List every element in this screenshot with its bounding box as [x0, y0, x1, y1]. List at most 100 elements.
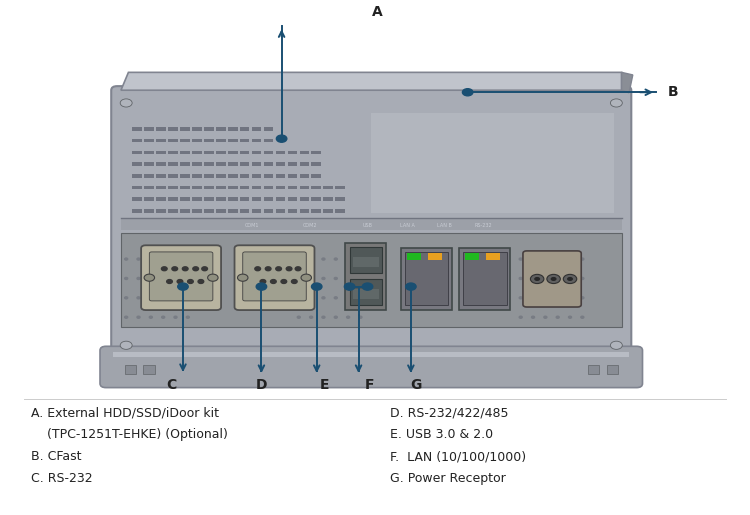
Bar — [240, 139, 250, 143]
Circle shape — [178, 283, 188, 290]
Bar — [264, 174, 274, 178]
Circle shape — [120, 341, 132, 349]
Bar — [168, 186, 178, 189]
Bar — [345, 243, 386, 310]
Circle shape — [530, 274, 544, 284]
Bar — [240, 209, 250, 213]
Bar — [180, 186, 190, 189]
Circle shape — [580, 316, 584, 318]
Text: D: D — [256, 379, 267, 392]
Bar — [204, 150, 214, 154]
Circle shape — [276, 135, 286, 142]
Bar — [144, 127, 154, 131]
Circle shape — [532, 316, 535, 318]
Bar — [168, 174, 178, 178]
FancyBboxPatch shape — [141, 245, 221, 310]
Bar — [132, 209, 142, 213]
Bar — [264, 150, 274, 154]
Circle shape — [346, 316, 350, 318]
Circle shape — [124, 258, 128, 260]
Circle shape — [137, 258, 140, 260]
Text: B: B — [668, 85, 679, 99]
Circle shape — [137, 278, 140, 280]
Circle shape — [149, 297, 152, 299]
Circle shape — [260, 280, 266, 283]
Bar — [323, 197, 333, 201]
Bar — [352, 289, 379, 299]
Text: G: G — [410, 379, 422, 392]
Circle shape — [174, 258, 177, 260]
Bar — [311, 186, 321, 189]
Bar — [264, 127, 274, 131]
Bar — [252, 127, 262, 131]
Bar — [299, 186, 309, 189]
Circle shape — [238, 274, 248, 281]
Circle shape — [544, 297, 547, 299]
Circle shape — [534, 277, 540, 281]
Bar — [156, 139, 166, 143]
Bar — [588, 365, 599, 374]
Bar — [299, 197, 309, 201]
Circle shape — [359, 258, 362, 260]
Circle shape — [519, 258, 522, 260]
Bar — [428, 253, 442, 260]
Bar — [486, 253, 500, 260]
Bar — [275, 162, 285, 166]
Circle shape — [532, 278, 535, 280]
Bar — [192, 197, 202, 201]
Bar — [228, 150, 238, 154]
Bar — [405, 252, 448, 305]
Circle shape — [149, 316, 152, 318]
Bar — [156, 127, 166, 131]
Bar — [180, 197, 190, 201]
Circle shape — [334, 297, 338, 299]
Bar — [252, 209, 262, 213]
Circle shape — [202, 267, 208, 271]
Bar — [228, 162, 238, 166]
Circle shape — [556, 316, 560, 318]
Bar — [311, 209, 321, 213]
Circle shape — [544, 258, 547, 260]
Bar — [180, 127, 190, 131]
Circle shape — [610, 341, 622, 349]
Bar — [311, 162, 321, 166]
Bar — [132, 174, 142, 178]
Bar — [168, 150, 178, 154]
Bar — [311, 174, 321, 178]
Bar — [299, 150, 309, 154]
Bar — [180, 150, 190, 154]
Circle shape — [359, 297, 362, 299]
Bar — [335, 186, 345, 189]
Circle shape — [266, 267, 271, 271]
Circle shape — [149, 258, 152, 260]
FancyBboxPatch shape — [235, 245, 314, 310]
Circle shape — [532, 258, 535, 260]
Circle shape — [124, 278, 128, 280]
Text: G. Power Receptor: G. Power Receptor — [390, 472, 506, 485]
Bar — [168, 162, 178, 166]
Bar — [352, 257, 379, 267]
Circle shape — [162, 258, 165, 260]
Circle shape — [255, 267, 260, 271]
Bar — [144, 162, 154, 166]
Circle shape — [322, 278, 325, 280]
Circle shape — [166, 280, 172, 283]
Bar — [311, 197, 321, 201]
Bar — [180, 139, 190, 143]
Circle shape — [550, 277, 556, 281]
Bar — [156, 174, 166, 178]
Text: C: C — [166, 379, 177, 392]
Bar — [124, 365, 136, 374]
Bar — [132, 197, 142, 201]
Bar — [168, 127, 178, 131]
Bar — [156, 162, 166, 166]
Bar — [204, 139, 214, 143]
Bar — [252, 162, 262, 166]
Circle shape — [174, 297, 177, 299]
Circle shape — [297, 278, 300, 280]
Circle shape — [322, 297, 325, 299]
Circle shape — [568, 316, 572, 318]
FancyBboxPatch shape — [243, 252, 306, 301]
Bar — [407, 253, 421, 260]
Text: B. CFast: B. CFast — [32, 450, 82, 464]
